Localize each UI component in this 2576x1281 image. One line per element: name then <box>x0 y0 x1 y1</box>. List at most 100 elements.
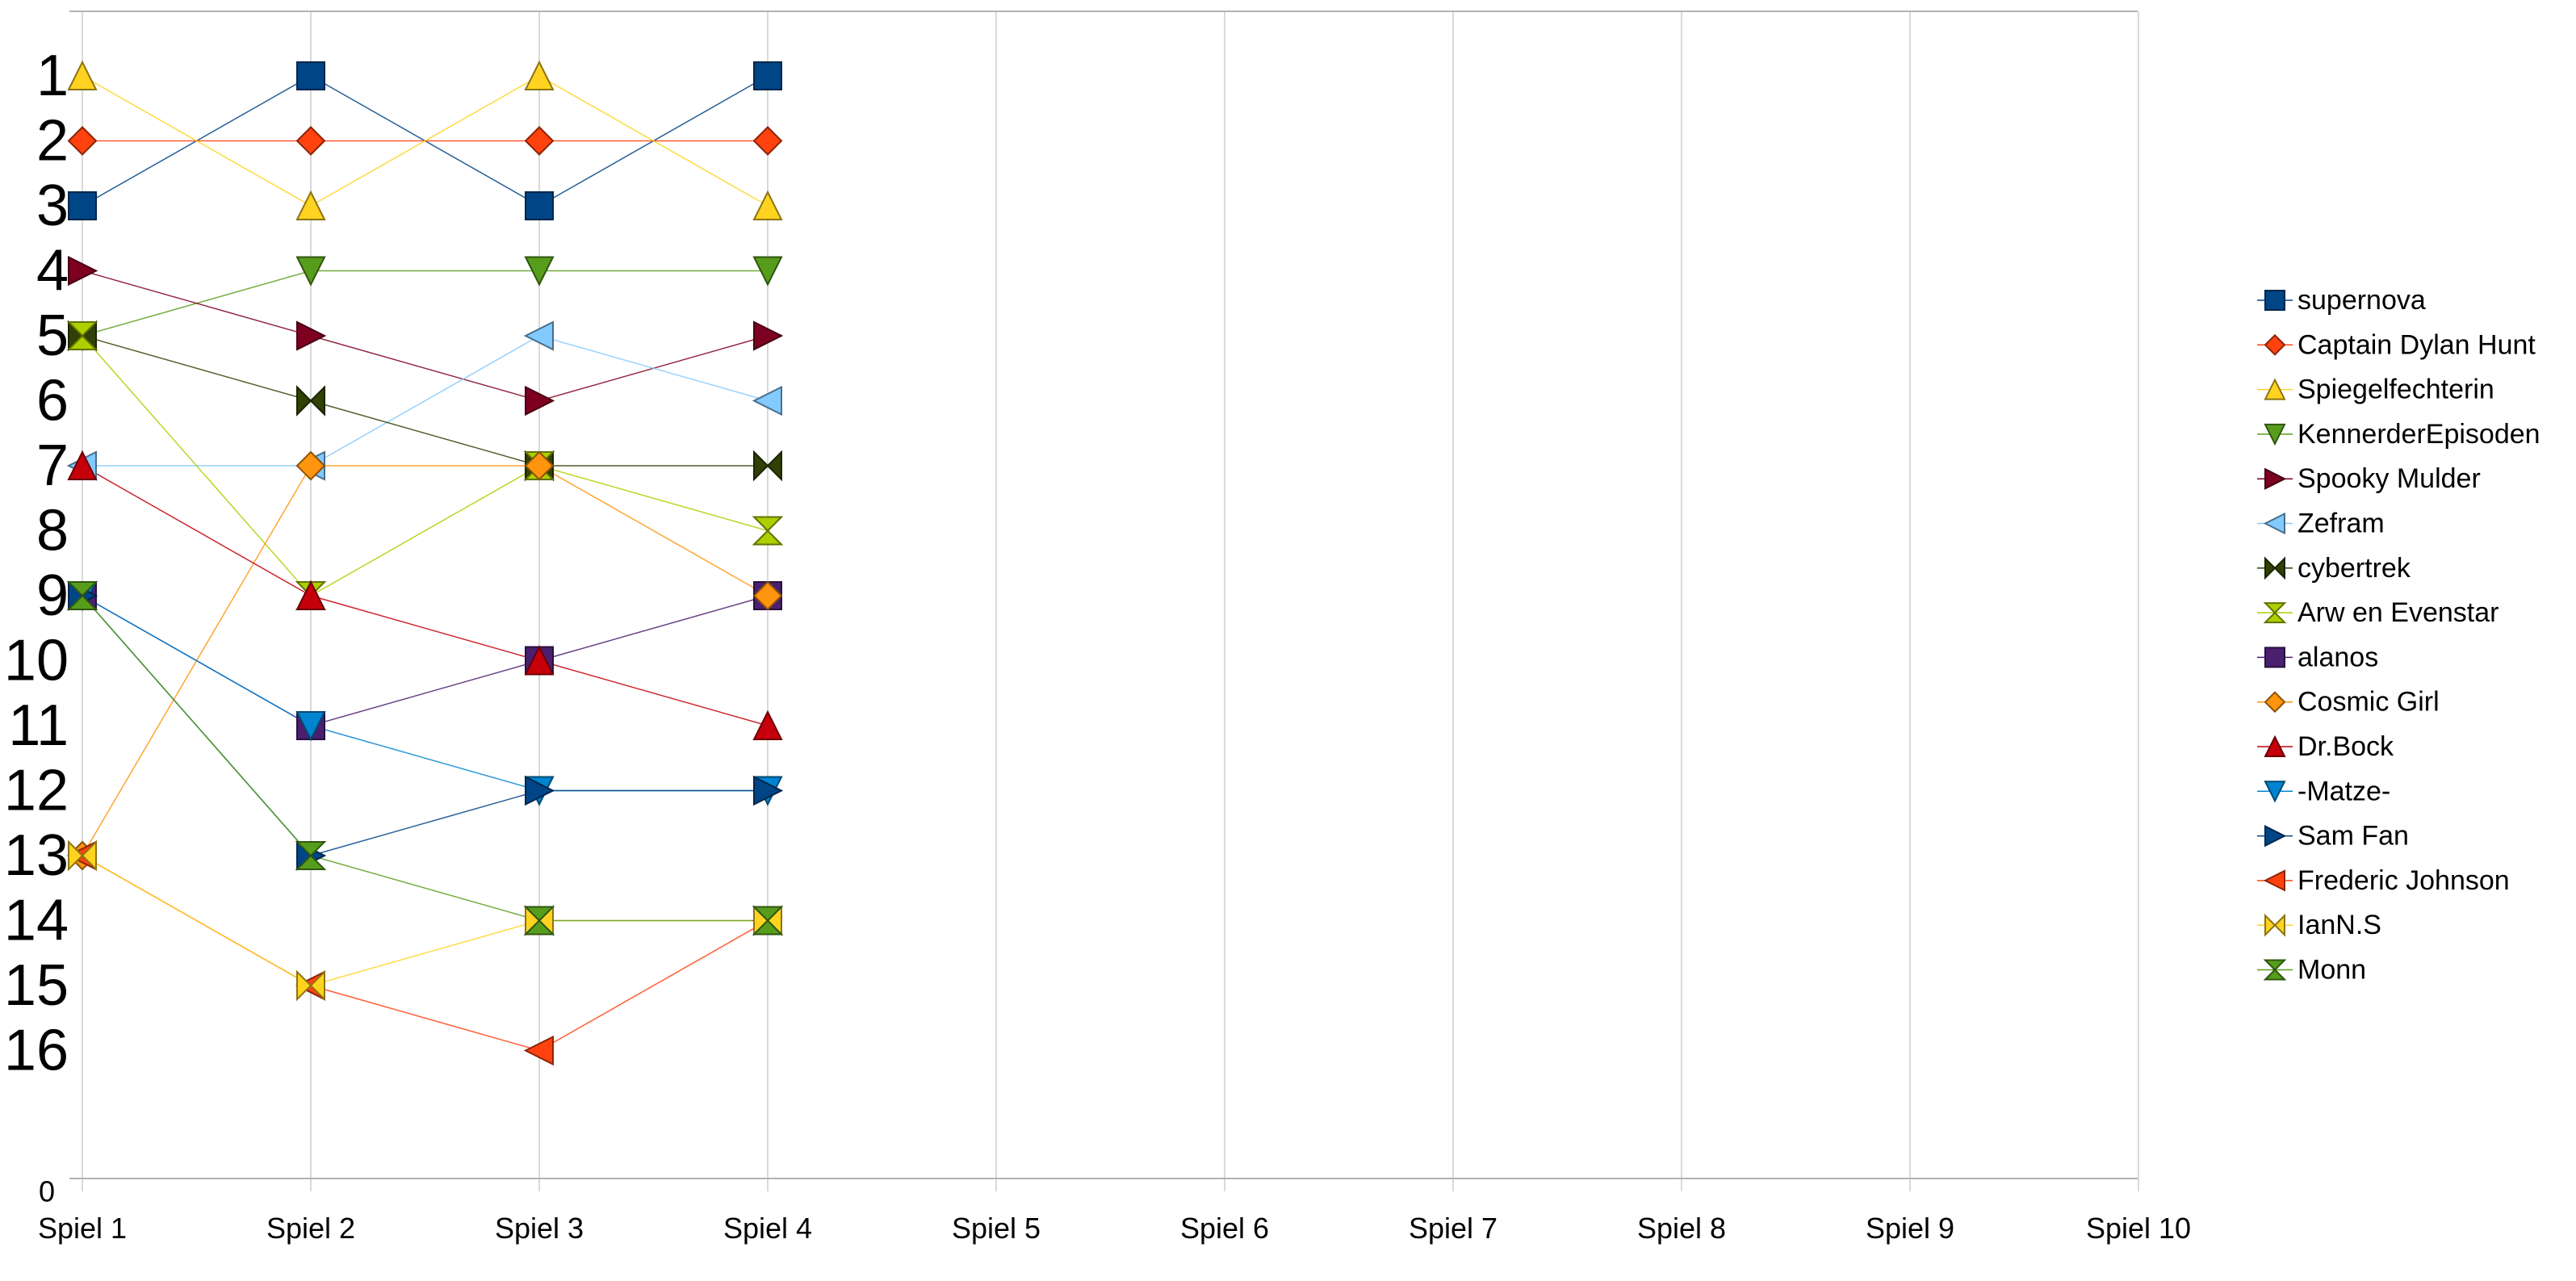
y-tick-label: 1 <box>36 44 69 108</box>
data-point <box>67 450 98 480</box>
series-line <box>82 270 769 402</box>
legend-label: Spooky Mulder <box>2297 463 2481 494</box>
legend-label: Cosmic Girl <box>2297 687 2440 718</box>
legend-marker <box>2264 735 2286 757</box>
legend-item: Spiegelfechterin <box>2257 375 2494 405</box>
data-point <box>753 775 784 806</box>
data-point <box>295 450 326 481</box>
data-point <box>524 645 555 676</box>
legend-marker <box>2263 869 2285 892</box>
legend-label: alanos <box>2297 642 2378 672</box>
legend-marker <box>2264 647 2285 668</box>
x-tick-label: Spiel 3 <box>495 1212 584 1245</box>
legend-marker <box>2264 423 2286 446</box>
legend-item: Arw en Evenstar <box>2257 597 2499 628</box>
data-point <box>66 321 98 350</box>
legend-item: Cosmic Girl <box>2257 687 2440 718</box>
y-tick-label: 15 <box>4 953 69 1018</box>
data-point <box>752 710 783 740</box>
legend-marker <box>2264 913 2285 937</box>
data-point <box>752 906 784 936</box>
data-point <box>296 969 325 1002</box>
x-tick-label: Spiel 6 <box>1180 1212 1269 1245</box>
data-point <box>524 60 555 90</box>
legend-item: Dr.Bock <box>2257 731 2394 762</box>
series-line <box>82 595 768 856</box>
legend-item: Zefram <box>2257 509 2385 539</box>
legend-label: Arw en Evenstar <box>2297 597 2499 628</box>
data-point <box>295 580 326 610</box>
x-tick-label: Spiel 8 <box>1637 1212 1726 1245</box>
data-point <box>296 61 325 90</box>
legend-item: Spooky Mulder <box>2257 463 2481 494</box>
data-point <box>295 256 326 287</box>
legend-label: Sam Fan <box>2297 821 2409 852</box>
legend-item: cybertrek <box>2257 553 2411 584</box>
y-tick-label: 11 <box>8 693 69 758</box>
legend-marker <box>2264 824 2287 848</box>
legend-marker <box>2264 556 2285 580</box>
y-tick-label-zero: 0 <box>39 1175 55 1208</box>
y-tick-label: 3 <box>36 174 69 238</box>
series-line <box>82 335 769 467</box>
x-tick-label: Spiel 2 <box>266 1212 355 1245</box>
data-point <box>524 450 555 481</box>
legend-label: IanN.S <box>2297 910 2381 940</box>
series-markers <box>66 60 784 1066</box>
data-point <box>753 320 784 351</box>
data-point <box>67 60 98 90</box>
legend-label: Monn <box>2297 955 2366 986</box>
data-point <box>524 126 555 156</box>
y-tick-label: 9 <box>36 563 69 628</box>
data-point <box>752 256 783 287</box>
x-tick-label: Spiel 1 <box>38 1212 127 1245</box>
data-point <box>525 191 554 220</box>
legend-label: Spiegelfechterin <box>2297 375 2494 405</box>
legend-label: Frederic Johnson <box>2297 865 2510 896</box>
y-tick-label: 12 <box>4 759 69 823</box>
x-tick-label: Spiel 5 <box>952 1212 1041 1245</box>
legend-marker <box>2263 512 2285 535</box>
x-tick-label: Spiel 7 <box>1409 1212 1497 1245</box>
data-point <box>68 839 97 872</box>
legend-marker <box>2264 290 2285 311</box>
legend-marker <box>2264 467 2287 490</box>
data-point <box>523 320 554 351</box>
series-line <box>82 270 768 337</box>
data-point <box>295 126 326 156</box>
data-point <box>295 190 326 220</box>
legend-marker <box>2263 602 2287 624</box>
x-tick-label: Spiel 9 <box>1866 1212 1954 1245</box>
axes <box>69 10 2138 1179</box>
legend-label: Zefram <box>2297 509 2385 539</box>
legend-label: Dr.Bock <box>2297 731 2394 762</box>
legend-item: KennerderEpisoden <box>2257 419 2540 450</box>
data-point <box>67 126 98 156</box>
gridlines <box>82 11 2139 1191</box>
data-point <box>752 516 784 546</box>
data-point <box>753 450 782 482</box>
data-point <box>68 255 98 287</box>
legend-label: cybertrek <box>2297 553 2411 584</box>
data-point <box>295 841 327 870</box>
legend-item: Sam Fan <box>2257 821 2409 852</box>
legend-marker <box>2264 781 2286 803</box>
legend-item: Frederic Johnson <box>2257 865 2510 896</box>
legend-marker <box>2264 691 2286 714</box>
data-point <box>296 320 327 351</box>
legend-marker <box>2263 959 2287 981</box>
y-tick-label: 13 <box>4 823 69 888</box>
legend-label: supernova <box>2297 285 2426 316</box>
data-point <box>66 581 98 610</box>
legend-label: -Matze- <box>2297 776 2390 806</box>
series-line <box>82 595 769 726</box>
y-tick-label: 10 <box>4 629 69 693</box>
data-point <box>295 711 326 742</box>
data-point <box>525 775 555 806</box>
series-line <box>82 335 769 597</box>
series-line <box>82 465 769 726</box>
legend-item: supernova <box>2257 285 2426 316</box>
